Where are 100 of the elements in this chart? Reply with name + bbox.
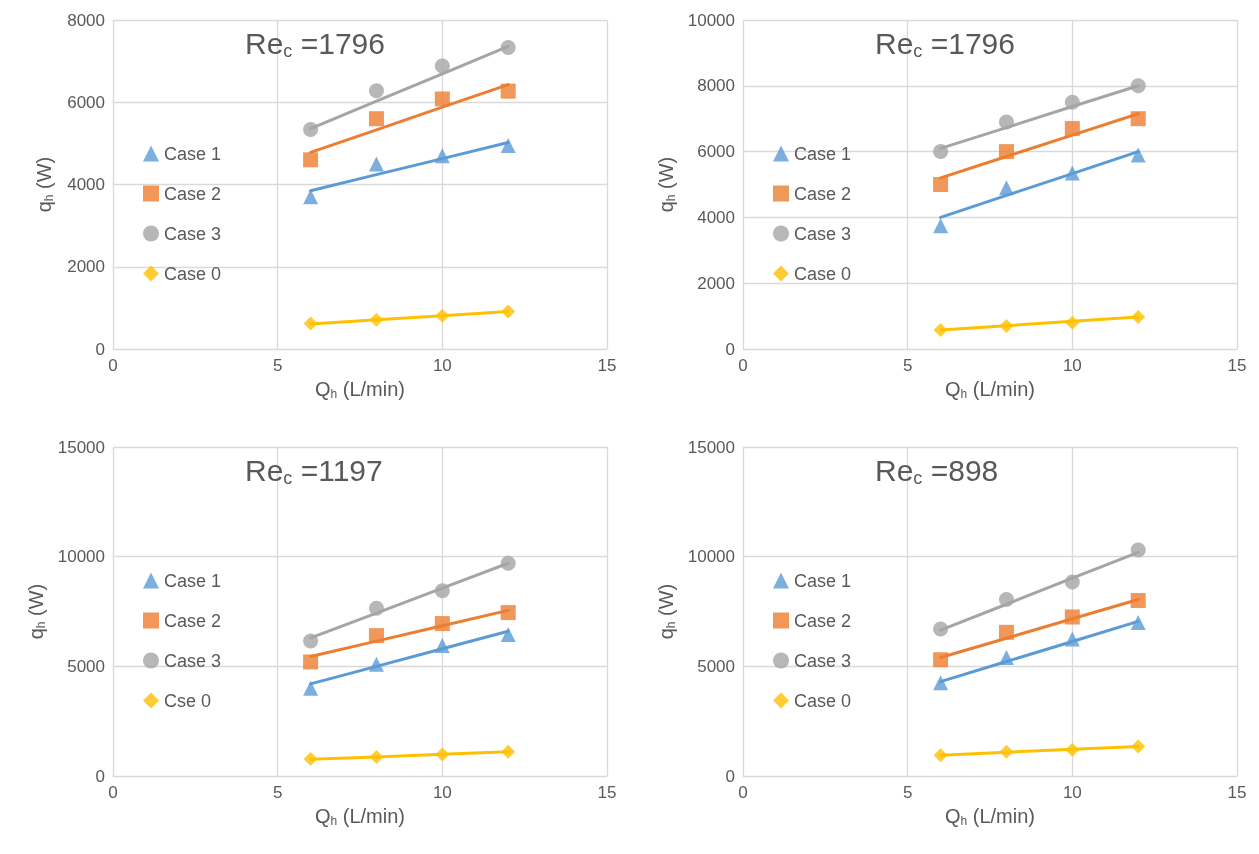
x-tick-label: 0 (108, 356, 118, 375)
y-tick-label: 5000 (697, 656, 735, 676)
y-tick-label: 15000 (687, 437, 735, 457)
y-tick-label: 10000 (687, 547, 735, 567)
point (303, 633, 319, 649)
point (933, 748, 948, 763)
point (933, 621, 949, 637)
point (1130, 542, 1146, 558)
point (999, 744, 1014, 759)
point (998, 114, 1014, 130)
point (1130, 78, 1146, 94)
legend-label: Case 2 (794, 610, 852, 631)
point (933, 144, 949, 160)
legend-label: Case 3 (794, 650, 852, 671)
point (998, 624, 1014, 640)
y-tick-label: 2000 (67, 257, 105, 277)
point (303, 654, 319, 670)
legend-label: Case 1 (164, 143, 222, 164)
y-tick-label: 0 (95, 766, 105, 786)
point (501, 744, 516, 759)
point (303, 121, 319, 137)
point (303, 680, 319, 696)
point (500, 83, 516, 99)
point (368, 156, 384, 172)
point (369, 312, 384, 327)
point (1130, 147, 1146, 163)
legend-label: Case 2 (164, 610, 222, 631)
point (998, 180, 1014, 196)
x-tick-label: 15 (597, 356, 617, 375)
point (1064, 631, 1080, 647)
x-tick-label: 5 (272, 356, 283, 375)
y-tick-label: 4000 (67, 175, 105, 194)
point (369, 749, 384, 764)
x-tick-label: 0 (738, 356, 748, 375)
point (368, 111, 384, 127)
point (998, 144, 1014, 160)
y-tick-label: 8000 (697, 76, 735, 96)
y-tick-label: 6000 (697, 142, 735, 162)
point (933, 322, 948, 337)
x-tick-label: 15 (597, 783, 617, 802)
x-tick-label: 10 (432, 356, 452, 375)
x-tick-label: 10 (432, 783, 452, 802)
point (500, 627, 516, 643)
point (1130, 614, 1146, 630)
legend-label: Case 2 (794, 183, 852, 204)
point (1065, 315, 1080, 330)
point (1064, 574, 1080, 590)
x-tick-label: 0 (108, 783, 118, 802)
point (303, 751, 318, 766)
legend-label: Case 1 (794, 570, 852, 591)
x-tick-label: 0 (738, 783, 748, 802)
point (500, 605, 516, 621)
point (500, 137, 516, 153)
y-tick-label: 5000 (67, 656, 105, 676)
point (998, 591, 1014, 607)
y-tick-label: 0 (725, 339, 735, 359)
point (501, 304, 516, 319)
point (1130, 593, 1146, 609)
point (933, 675, 949, 691)
point (933, 218, 949, 234)
y-tick-label: 10000 (57, 547, 105, 567)
point (1131, 310, 1146, 325)
point (1131, 739, 1146, 754)
legend-label: Case 1 (164, 570, 222, 591)
y-tick-label: 8000 (67, 10, 105, 30)
point (368, 600, 384, 616)
point (1064, 165, 1080, 181)
point (434, 58, 450, 74)
x-tick-label: 15 (1227, 356, 1247, 375)
x-tick-label: 5 (902, 356, 913, 375)
point (434, 91, 450, 107)
point (998, 650, 1014, 666)
y-tick-label: 10000 (687, 10, 735, 30)
point (434, 583, 450, 599)
point (368, 83, 384, 99)
point (434, 616, 450, 632)
point (303, 152, 319, 168)
legend-label: Case 0 (794, 263, 852, 284)
x-tick-label: 15 (1227, 783, 1247, 802)
point (1130, 111, 1146, 127)
x-tick-label: 5 (272, 783, 283, 802)
x-tick-label: 10 (1062, 356, 1082, 375)
y-axis-title: qh (W) (24, 583, 48, 640)
y-tick-label: 0 (725, 766, 735, 786)
legend-label: Cse 0 (164, 690, 212, 711)
x-tick-label: 10 (1062, 783, 1082, 802)
y-axis-title: qh (W) (654, 583, 678, 640)
y-tick-label: 15000 (57, 437, 105, 457)
y-tick-label: 4000 (697, 207, 735, 227)
point (368, 656, 384, 672)
point (434, 148, 450, 164)
y-tick-label: 2000 (697, 273, 735, 293)
legend-label: Case 1 (794, 143, 852, 164)
point (434, 638, 450, 653)
point (999, 318, 1014, 333)
y-tick-label: 0 (95, 339, 105, 359)
point (500, 555, 516, 571)
point (435, 308, 450, 323)
point (1064, 121, 1080, 137)
x-tick-label: 5 (902, 783, 913, 802)
